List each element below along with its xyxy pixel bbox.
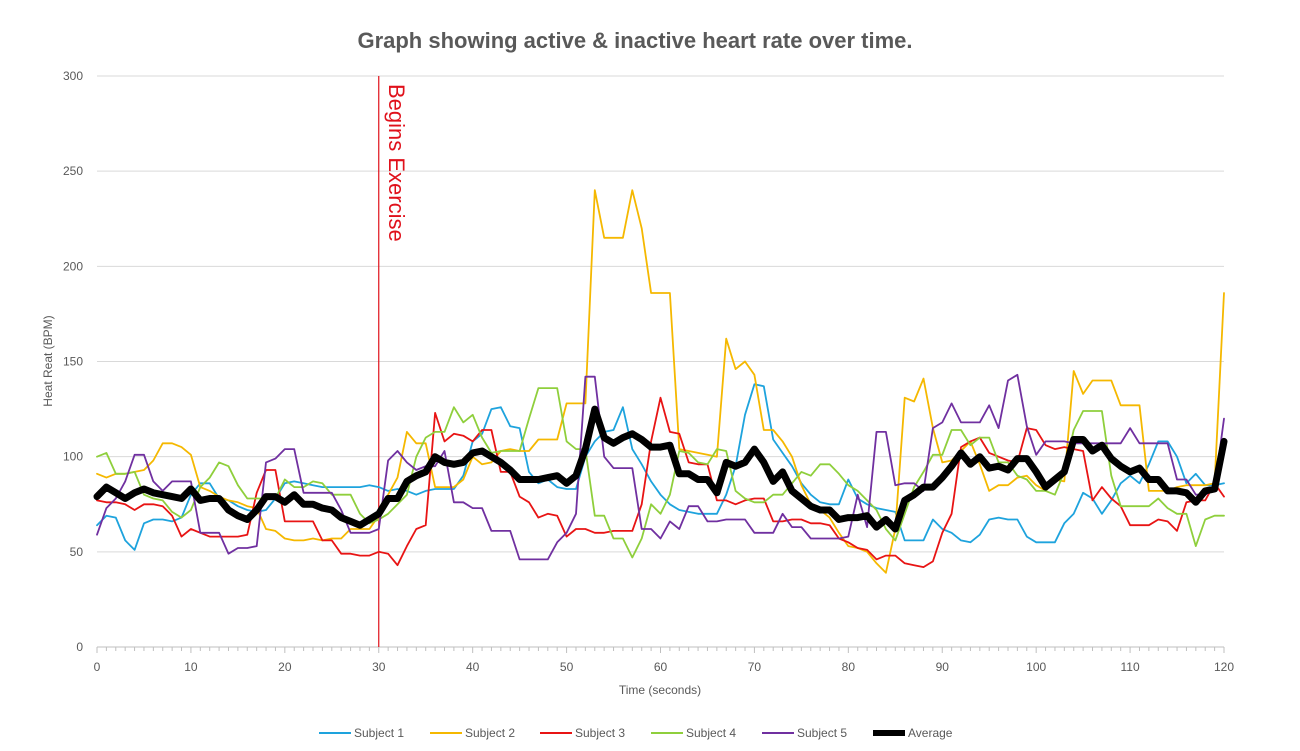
gridlines bbox=[97, 75, 1224, 553]
legend-item: Subject 4 bbox=[651, 726, 736, 740]
x-tick-label: 40 bbox=[466, 660, 480, 674]
series-line-average bbox=[93, 405, 1228, 533]
series-lines bbox=[93, 189, 1228, 574]
legend-item: Subject 1 bbox=[319, 726, 404, 740]
x-tick-label: 90 bbox=[936, 660, 950, 674]
series-line-subject-4 bbox=[96, 387, 1225, 559]
y-tick-label: 100 bbox=[63, 450, 83, 464]
legend-label: Subject 3 bbox=[575, 726, 625, 740]
chart-title: Graph showing active & inactive heart ra… bbox=[357, 28, 912, 53]
x-tick-label: 60 bbox=[654, 660, 668, 674]
annotation: Begins Exercise bbox=[378, 76, 409, 647]
axes: 0 50 100 150 200 250 300 0 10 20 30 40 50 60 70 80 90 100… bbox=[63, 69, 1234, 674]
begins-exercise-label: Begins Exercise bbox=[384, 84, 409, 242]
legend-item: Subject 5 bbox=[762, 726, 847, 740]
series-line-subject-3 bbox=[96, 396, 1225, 568]
legend-label: Subject 4 bbox=[686, 726, 736, 740]
legend-item: Average bbox=[873, 726, 953, 740]
legend-label: Subject 5 bbox=[797, 726, 847, 740]
series-line-subject-5 bbox=[96, 373, 1225, 561]
x-tick-label: 120 bbox=[1214, 660, 1234, 674]
legend-label: Average bbox=[908, 726, 953, 740]
legend-label: Subject 2 bbox=[465, 726, 515, 740]
y-tick-label: 200 bbox=[63, 259, 83, 273]
legend: Subject 1 Subject 2 Subject 3 Subject 4 Subj… bbox=[319, 726, 953, 740]
y-tick-label: 0 bbox=[76, 640, 83, 654]
series-line-subject-2 bbox=[96, 189, 1225, 574]
x-tick-label: 100 bbox=[1026, 660, 1046, 674]
x-tick-label: 20 bbox=[278, 660, 292, 674]
x-tick-label: 0 bbox=[94, 660, 101, 674]
legend-item: Subject 2 bbox=[430, 726, 515, 740]
x-axis-label: Time (seconds) bbox=[619, 683, 701, 697]
x-tick-label: 30 bbox=[372, 660, 386, 674]
legend-item: Subject 3 bbox=[540, 726, 625, 740]
y-tick-label: 250 bbox=[63, 164, 83, 178]
series-line-subject-1 bbox=[96, 383, 1225, 551]
y-tick-label: 150 bbox=[63, 355, 83, 369]
x-tick-label: 80 bbox=[842, 660, 856, 674]
legend-label: Subject 1 bbox=[354, 726, 404, 740]
y-tick-label: 300 bbox=[63, 69, 83, 83]
x-tick-label: 70 bbox=[748, 660, 762, 674]
y-axis-label: Heat Reat (BPM) bbox=[41, 315, 55, 406]
y-tick-label: 50 bbox=[70, 545, 84, 559]
x-tick-label: 110 bbox=[1121, 660, 1140, 674]
x-tick-label: 50 bbox=[560, 660, 574, 674]
x-tick-label: 10 bbox=[184, 660, 198, 674]
